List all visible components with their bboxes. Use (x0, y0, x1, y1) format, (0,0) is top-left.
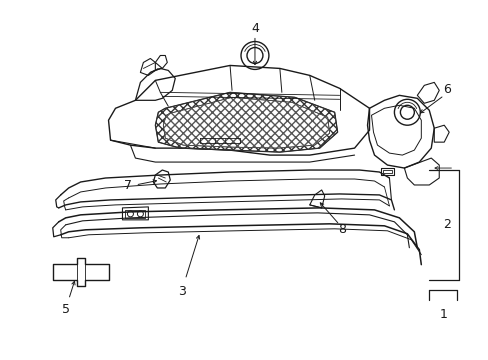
Text: 5: 5 (61, 303, 70, 316)
Polygon shape (163, 97, 329, 148)
Text: 1: 1 (438, 308, 446, 321)
Text: 3: 3 (178, 285, 186, 298)
Text: 8: 8 (338, 223, 346, 236)
Text: 7: 7 (124, 180, 132, 193)
Text: 2: 2 (442, 218, 450, 231)
Text: 4: 4 (250, 22, 258, 35)
Text: 6: 6 (442, 83, 450, 96)
